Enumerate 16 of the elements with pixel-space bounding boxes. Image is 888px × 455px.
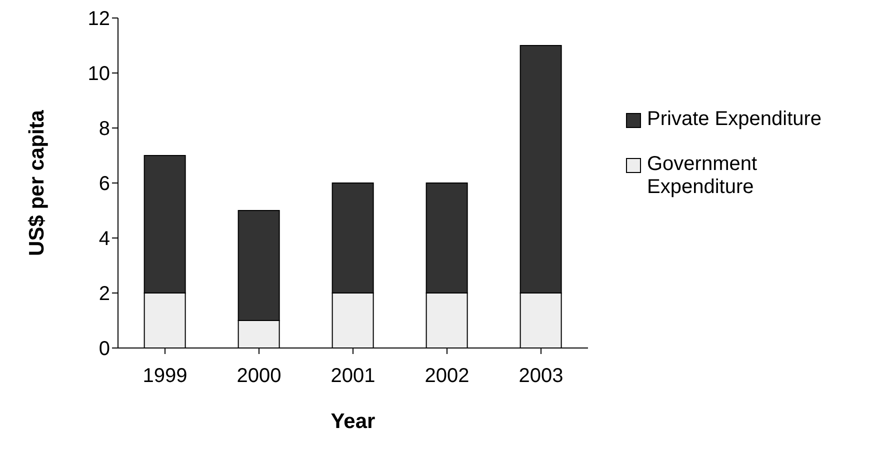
x-tick-label: 2003 [518,365,564,388]
y-tick-label: 6 [98,173,110,196]
y-tick-label: 10 [88,63,110,86]
x-tick-label: 1999 [142,365,188,388]
legend-label: Private Expenditure [647,108,823,131]
x-axis-title: Year [330,410,376,433]
x-tick-label: 2002 [424,365,470,388]
y-tick-label: 0 [98,338,110,360]
y-axis-title: US$ per capita [25,110,48,256]
y-tick-label: 12 [88,8,110,30]
y-tick-label: 8 [98,118,110,140]
x-tick-label: 2001 [330,365,376,388]
y-tick-label: 2 [98,283,110,306]
y-tick-label: 4 [98,228,110,250]
x-tick-label: 2000 [236,365,282,388]
legend-label: Government Expenditure [647,153,758,199]
